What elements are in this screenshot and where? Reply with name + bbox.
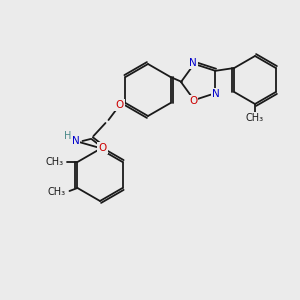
Text: O: O (189, 96, 197, 106)
Text: O: O (116, 100, 124, 110)
Text: CH₃: CH₃ (246, 113, 264, 123)
Text: N: N (212, 89, 220, 99)
Text: N: N (189, 58, 197, 68)
Text: CH₃: CH₃ (45, 157, 64, 167)
Text: O: O (98, 143, 106, 153)
Text: H: H (64, 131, 71, 141)
Text: CH₃: CH₃ (47, 187, 65, 197)
Text: N: N (72, 136, 80, 146)
